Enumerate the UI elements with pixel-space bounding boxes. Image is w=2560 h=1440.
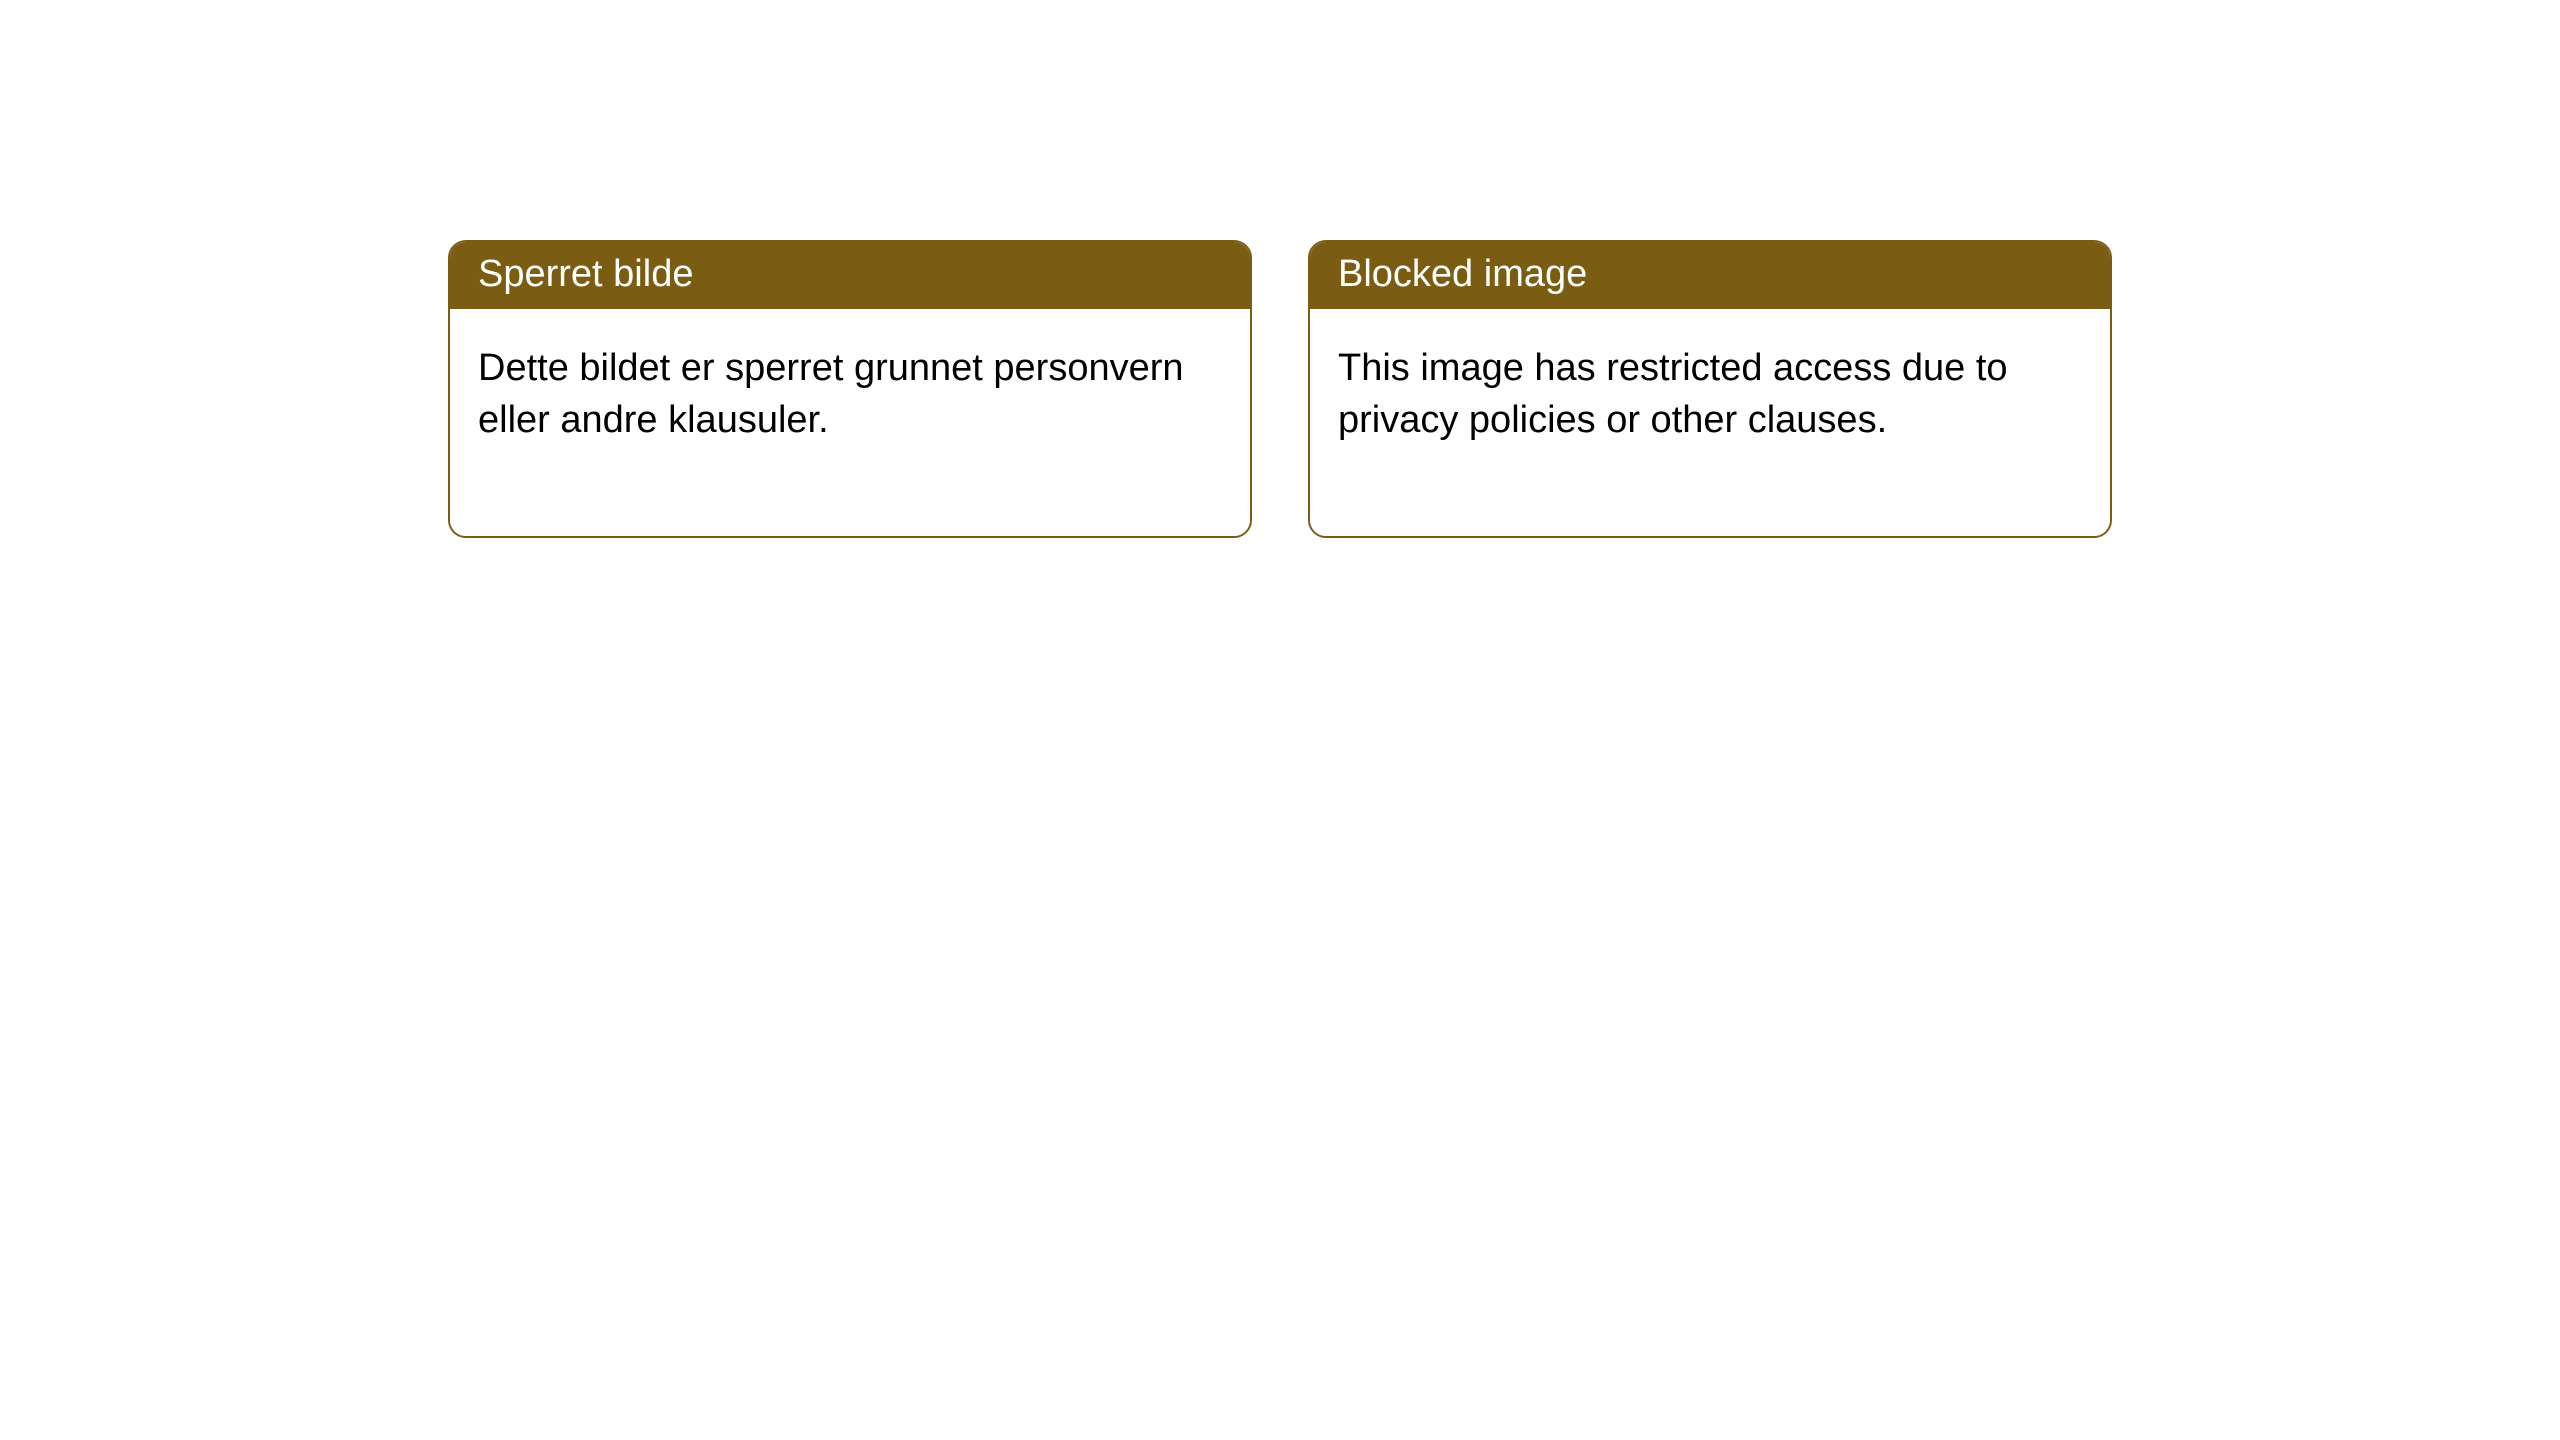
notice-card-norwegian: Sperret bilde Dette bildet er sperret gr…	[448, 240, 1252, 538]
notice-body: Dette bildet er sperret grunnet personve…	[450, 309, 1250, 536]
notice-body: This image has restricted access due to …	[1310, 309, 2110, 536]
notice-header: Blocked image	[1310, 242, 2110, 309]
notice-header: Sperret bilde	[450, 242, 1250, 309]
notice-container: Sperret bilde Dette bildet er sperret gr…	[0, 0, 2560, 538]
notice-card-english: Blocked image This image has restricted …	[1308, 240, 2112, 538]
